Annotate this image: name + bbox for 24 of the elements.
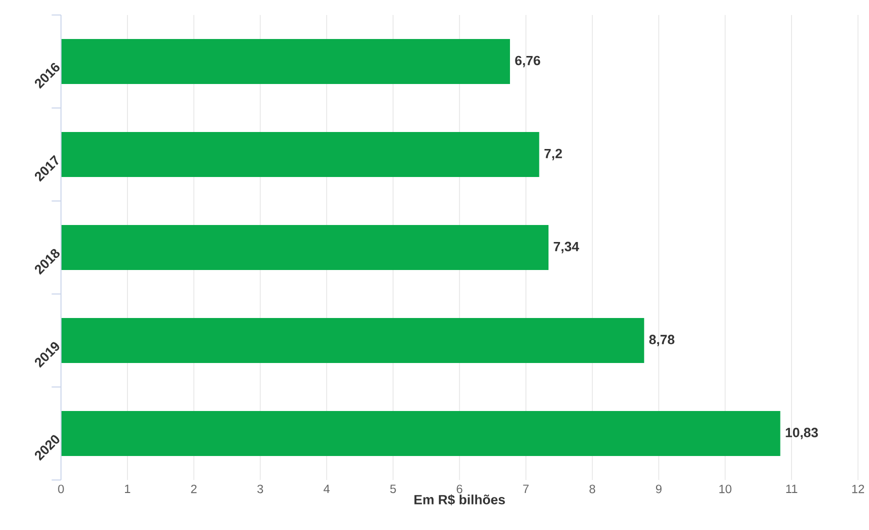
bar xyxy=(61,39,510,84)
data-label: 6,76 xyxy=(515,56,540,68)
x-tick-label: 6 xyxy=(456,484,462,494)
x-tick-label: 4 xyxy=(324,484,330,493)
x-tick-label: 12 xyxy=(852,484,864,494)
x-tick-label: 1 xyxy=(125,484,130,493)
x-tick-label: 7 xyxy=(523,484,529,493)
x-tick-label: 0 xyxy=(58,484,64,494)
bar xyxy=(61,318,644,363)
data-label: 8,78 xyxy=(649,334,674,346)
x-axis-title: Em R$ bilhões xyxy=(414,494,505,506)
bar xyxy=(61,132,540,177)
data-label: 7,34 xyxy=(554,242,580,254)
x-tick-label: 10 xyxy=(719,484,732,494)
bar xyxy=(61,224,548,270)
x-tick-label: 11 xyxy=(786,484,798,493)
bar xyxy=(61,410,780,456)
x-tick-label: 9 xyxy=(656,484,662,494)
x-tick-label: 8 xyxy=(590,484,596,494)
data-label: 7,2 xyxy=(544,148,562,160)
x-tick-label: 2 xyxy=(191,484,197,494)
x-tick-label: 3 xyxy=(257,484,264,494)
x-tick-label: 5 xyxy=(390,484,396,494)
data-label: 10,83 xyxy=(786,428,818,440)
